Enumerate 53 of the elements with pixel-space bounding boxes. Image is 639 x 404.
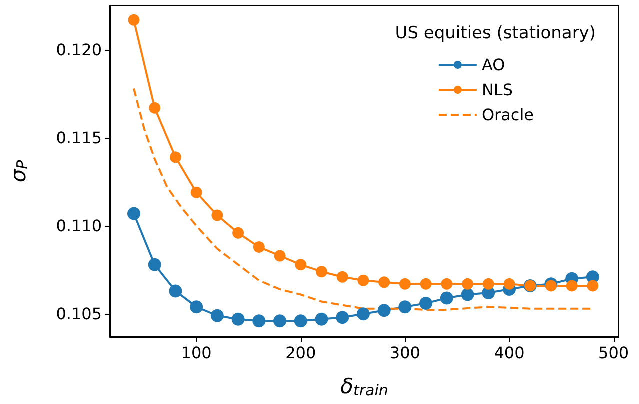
point	[482, 278, 494, 290]
legend-label: NLS	[482, 80, 513, 100]
point	[378, 276, 390, 288]
y-tick-label: 0.105	[56, 304, 102, 324]
x-tick-label: 500	[598, 344, 630, 362]
point	[420, 297, 433, 310]
x-tick-label: 100	[181, 344, 212, 362]
point	[294, 314, 308, 328]
point	[170, 152, 182, 164]
point	[504, 278, 516, 290]
y-tick-label: 0.115	[56, 128, 102, 148]
point	[253, 241, 265, 253]
legend-title: US equities (stationary)	[395, 24, 596, 44]
point	[190, 300, 204, 314]
point	[232, 227, 244, 239]
point	[587, 280, 599, 292]
point	[252, 314, 266, 328]
point	[336, 311, 350, 324]
y-tick-label: 0.110	[56, 216, 102, 236]
point	[462, 278, 474, 290]
point	[441, 278, 453, 290]
point	[316, 266, 328, 278]
point	[295, 259, 307, 271]
point	[336, 271, 348, 283]
point	[190, 186, 202, 198]
y-axis-title: σP	[6, 159, 32, 183]
point	[398, 300, 412, 314]
point	[440, 292, 454, 305]
point	[148, 258, 162, 272]
point	[399, 278, 411, 290]
legend-label: Oracle	[482, 106, 534, 124]
point	[356, 308, 370, 321]
point	[210, 309, 224, 322]
x-tick-label: 200	[286, 344, 316, 362]
point	[232, 312, 245, 326]
x-tick-label: 400	[494, 344, 525, 362]
point	[545, 280, 557, 292]
point	[274, 314, 287, 328]
point	[128, 207, 140, 220]
point	[461, 288, 474, 302]
point	[566, 280, 578, 292]
y-tick-label: 0.120	[56, 40, 102, 60]
point	[274, 250, 286, 262]
point	[358, 274, 370, 286]
point	[149, 102, 161, 114]
point	[378, 304, 391, 318]
point	[420, 278, 432, 290]
x-tick-label: 300	[390, 344, 420, 362]
point	[212, 210, 224, 222]
legend-label: AO	[482, 56, 506, 74]
point	[128, 14, 140, 26]
point	[169, 284, 182, 298]
point	[315, 312, 328, 326]
